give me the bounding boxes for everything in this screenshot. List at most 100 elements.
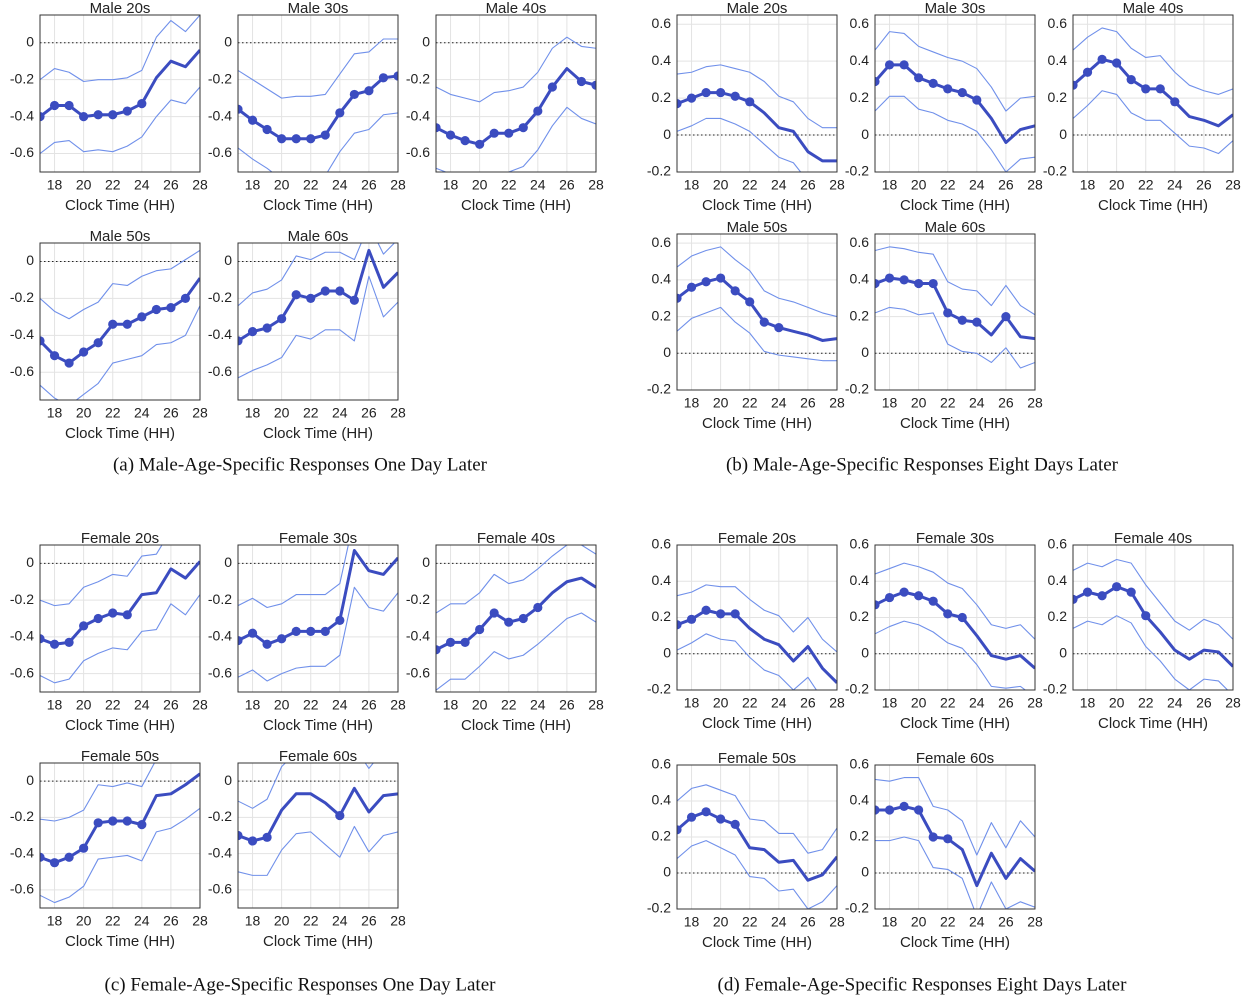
series-line [40,594,200,684]
subplot: 18 20 22 24 26 28 -0.6 -0.4 -0.2 0 Female 60s Clock… [208,748,406,950]
series-line [436,612,596,691]
marker [489,608,499,618]
axes-frame [676,544,838,691]
marker [40,336,45,346]
marker [137,312,147,322]
x-tick-label: 20 [713,395,729,411]
series-line [40,560,200,646]
marker [914,591,924,601]
y-tick-label: -0.4 [10,107,34,123]
marker [108,816,118,826]
y-tick-label: -0.6 [10,144,34,160]
y-tick-label: 0.4 [652,792,672,808]
series-line [875,246,1035,316]
series-line [40,86,200,154]
y-tick-label: 0.4 [850,572,870,588]
x-tick-label: 22 [742,914,758,930]
marker [928,78,938,88]
y-tick-label: 0 [224,33,232,49]
subplot-title: Male 20s [90,0,151,17]
marker [40,852,45,862]
x-tick-label: 18 [245,405,261,421]
marker [475,624,485,635]
marker [518,123,528,133]
marker [335,108,345,118]
marker [686,282,697,292]
subplot: 18 20 22 24 26 28 -0.6 -0.4 -0.2 0 Male 30s Clock T… [208,0,406,214]
marker [972,317,982,327]
x-tick-label: 22 [303,913,319,929]
y-tick-label: 0.4 [1048,572,1068,588]
x-tick-label: 24 [530,697,546,713]
marker [875,278,880,289]
subplot-title: Female 30s [916,530,994,547]
x-tick-label: 26 [800,395,816,411]
marker [238,830,243,841]
y-tick-label: 0.4 [850,271,870,287]
marker [759,317,769,327]
marker [247,115,258,125]
marker [93,110,103,120]
x-tick-label: 18 [443,177,459,193]
marker [914,805,924,815]
x-tick-label: 26 [1196,177,1212,193]
marker [122,816,132,826]
marker [504,617,514,627]
y-tick-label: -0.2 [845,900,869,916]
y-tick-label: 0 [224,554,232,570]
subplot-title: Female 20s [718,530,796,547]
x-tick-label: 18 [684,695,700,711]
x-axis-label: Clock Time (HH) [900,934,1010,951]
marker [1082,67,1093,77]
y-tick-label: 0.6 [850,756,870,772]
subplot: 18 20 22 24 26 28 -0.2 0 0.2 0.4 0.6 Male 60s Clock … [845,219,1043,432]
marker [701,87,711,98]
x-tick-label: 22 [501,697,517,713]
lines [875,562,1035,690]
y-tick-label: 0.4 [850,52,870,68]
y-tick-label: -0.2 [647,900,671,916]
marker [928,278,938,289]
x-tick-label: 26 [998,695,1014,711]
x-axis-label: Clock Time (HH) [65,197,175,214]
series-line [238,112,398,172]
y-tick-label: -0.6 [208,881,232,897]
x-tick-label: 26 [1196,695,1212,711]
x-tick-label: 22 [1138,177,1154,193]
y-tick-label: 0 [663,644,671,660]
x-tick-label: 24 [332,697,348,713]
series-line [238,38,398,99]
series-line [436,576,596,652]
lines [40,545,200,684]
y-tick-label: -0.4 [406,628,430,644]
marker [40,634,45,644]
marker [1097,591,1107,601]
y-tick-label: 0 [861,344,869,360]
series-line [238,243,396,307]
series-line [40,763,156,822]
axes-frame [39,14,201,173]
y-tick-label: 0.4 [652,572,672,588]
y-tick-label: 0 [224,252,232,268]
subplot: 18 20 22 24 26 28 -0.2 0 0.2 0.4 0.6 Male 40s Clock … [1043,0,1241,214]
marker [247,628,258,638]
marker [914,278,924,289]
x-tick-label: 26 [998,177,1014,193]
y-tick-label: 0 [1059,126,1067,142]
x-tick-label: 22 [742,177,758,193]
series-line [677,633,818,690]
marker [1141,84,1151,94]
x-tick-label: 18 [684,395,700,411]
x-tick-label: 28 [1027,395,1043,411]
lines [238,243,398,379]
y-tick-label: -0.2 [406,70,430,86]
x-tick-label: 18 [245,697,261,713]
y-tick-label: -0.4 [208,326,232,342]
lines [1073,27,1233,155]
marker [677,825,682,835]
y-tick-label: 0 [663,344,671,360]
x-tick-label: 28 [829,695,845,711]
x-tick-label: 20 [911,395,927,411]
y-tick-label: -0.6 [406,664,430,680]
x-tick-label: 28 [192,913,208,929]
